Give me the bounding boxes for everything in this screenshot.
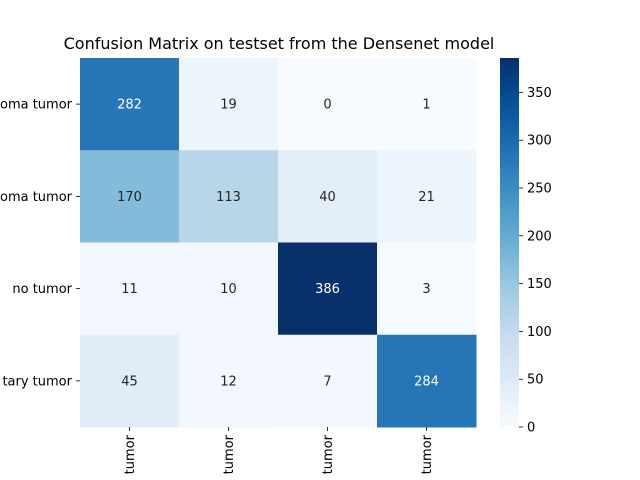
cell-value-label: 1 (422, 98, 430, 113)
heatmap-cell (179, 150, 279, 243)
cell-value-label: 386 (315, 282, 340, 297)
row-tick-label: tary tumor (2, 374, 72, 389)
cell-value-label: 284 (414, 374, 439, 389)
cell-value-label: 7 (323, 374, 331, 389)
colorbar-tick-label: 350 (527, 86, 552, 101)
heatmap-cell (80, 150, 180, 243)
colorbar-tick-label: 300 (527, 134, 552, 149)
row-tick-label: oma tumor (0, 98, 73, 113)
colorbar-tick-label: 150 (527, 277, 552, 292)
cell-value-label: 19 (220, 98, 237, 113)
row-tick-label: oma tumor (0, 190, 73, 205)
colorbar-tick-label: 0 (527, 421, 535, 436)
heatmap-cell (377, 334, 477, 428)
heatmap-cell (377, 242, 477, 336)
heatmap-cells (80, 58, 477, 428)
colorbar-tick-label: 200 (527, 229, 552, 244)
row-tick-labels: oma tumor oma tumor no tumor tary tumor (0, 98, 80, 389)
heatmap-cell (278, 242, 378, 336)
column-tick-label: tumor (321, 434, 336, 474)
cell-value-label: 113 (216, 190, 241, 205)
heatmap-cell (278, 58, 378, 151)
heatmap-cell (377, 150, 477, 243)
column-tick-label: tumor (222, 434, 237, 474)
colorbar-tick-label: 250 (527, 182, 552, 197)
heatmap-cell (278, 150, 378, 243)
heatmap-cell (179, 58, 279, 151)
colorbar-gradient (500, 58, 519, 427)
row-tick-label: no tumor (12, 282, 72, 297)
cell-value-label: 282 (117, 98, 142, 113)
cell-value-label: 45 (121, 374, 138, 389)
heatmap-cell (179, 242, 279, 336)
column-tick-label: tumor (123, 434, 138, 474)
heatmap-cell (278, 334, 378, 428)
heatmap-cell-labels: 282 19 0 1 170 113 40 21 11 10 386 3 45 12 7 284 (117, 98, 439, 390)
cell-value-label: 12 (220, 374, 237, 389)
cell-value-label: 11 (121, 282, 138, 297)
column-tick-labels: tumor tumor tumor tumor (123, 427, 435, 474)
cell-value-label: 10 (220, 282, 237, 297)
heatmap-cell (377, 58, 477, 151)
colorbar-tick-label: 100 (527, 325, 552, 340)
column-tick-label: tumor (420, 434, 435, 474)
heatmap-cell (80, 334, 180, 428)
cell-value-label: 40 (319, 190, 336, 205)
cell-value-label: 170 (117, 190, 142, 205)
chart-title: Confusion Matrix on testset from the Den… (64, 34, 495, 53)
cell-value-label: 0 (323, 98, 331, 113)
cell-value-label: 21 (418, 190, 435, 205)
colorbar-tick-label: 50 (527, 373, 544, 388)
heatmap-cell (179, 334, 279, 428)
colorbar: 0 50 100 150 200 250 300 350 (500, 58, 552, 436)
cell-value-label: 3 (422, 282, 430, 297)
heatmap-cell (80, 58, 180, 151)
heatmap-cell (80, 242, 180, 336)
